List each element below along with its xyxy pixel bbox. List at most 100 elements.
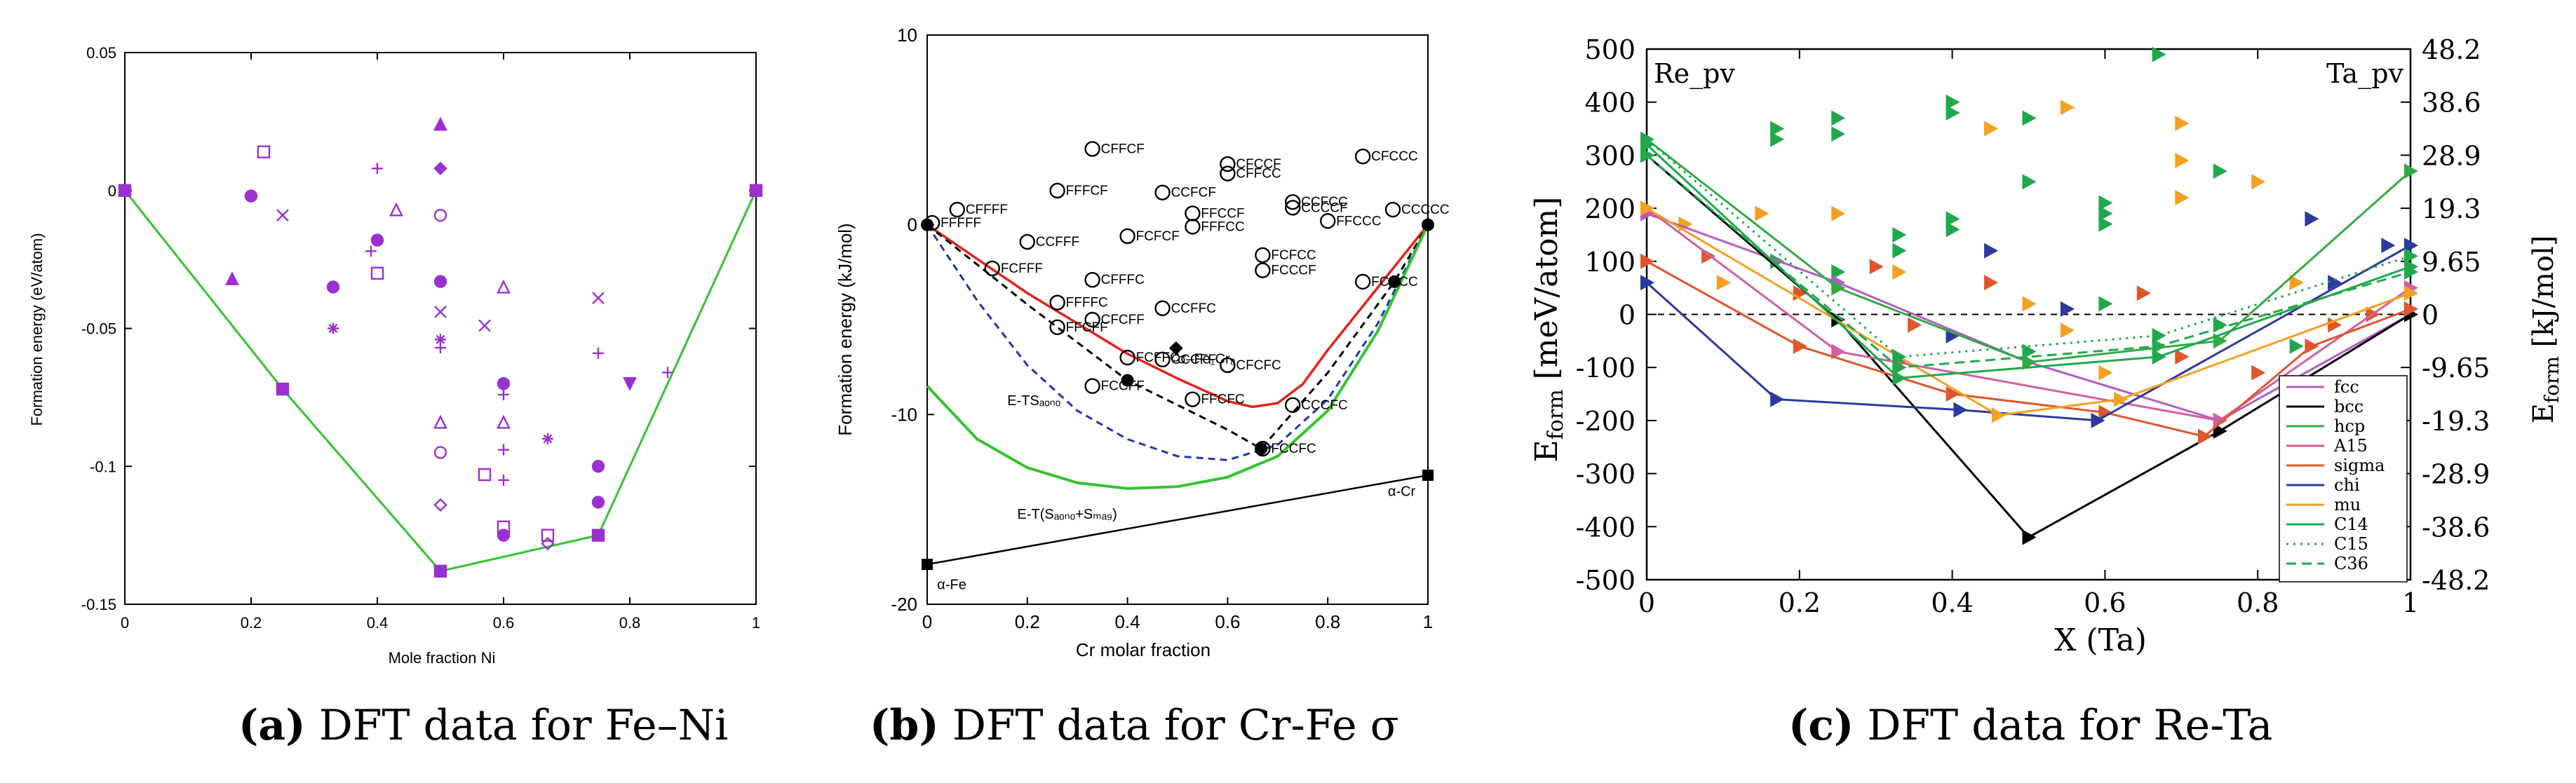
x-tick-label: 0.8 — [1315, 611, 1340, 632]
data-point — [2251, 365, 2266, 381]
data-point — [478, 468, 492, 482]
data-point — [591, 460, 605, 473]
legend-label: chi — [2334, 475, 2360, 495]
point-label: FCFCF — [1136, 229, 1180, 244]
data-point — [1831, 264, 1846, 280]
point-label: FFCCC — [1336, 214, 1381, 229]
y-tick-label: -20 — [891, 594, 917, 615]
data-point — [1640, 253, 1654, 269]
data-point — [1255, 247, 1271, 264]
x-tick-label: 0.8 — [2237, 587, 2279, 618]
corner-label-right: Ta_pv — [2326, 58, 2403, 90]
data-point — [2404, 248, 2418, 264]
y-axis-label: Formation energy (eV/atom) — [28, 233, 46, 425]
point-label: FFFFC — [1066, 296, 1108, 311]
curve-label: σ–Fe₁Cr₈ — [1178, 351, 1236, 367]
point-label: FFFCC — [1201, 219, 1244, 234]
data-point — [591, 496, 605, 509]
point-label: CCFFF — [1036, 235, 1079, 250]
point-label: CFCCC — [1371, 149, 1418, 164]
data-point — [1831, 343, 1846, 360]
data-point — [1154, 300, 1171, 316]
y-tick-label: -10 — [891, 404, 917, 425]
data-point — [1831, 312, 1846, 328]
y2-tick-label: 38.6 — [2422, 88, 2481, 118]
data-point — [1770, 131, 1785, 147]
point-label: FCCCF — [1271, 264, 1316, 278]
caption-text: DFT data for Fe–Ni — [318, 701, 729, 750]
series-line-A15 — [1646, 207, 2411, 422]
data-point — [2404, 163, 2418, 179]
y-axis-label: Formation energy (kJ/mol) — [835, 223, 856, 435]
data-point — [1640, 200, 1654, 217]
data-point — [244, 189, 258, 203]
data-point — [949, 201, 966, 218]
legend-box — [2279, 375, 2408, 583]
data-point — [2022, 174, 2037, 190]
data-point — [2060, 301, 2075, 317]
data-point — [2289, 275, 2304, 291]
y-tick-label: -500 — [1576, 565, 1636, 596]
data-point — [593, 347, 604, 359]
caption-text: DFT data for Cr-Fe σ — [952, 701, 1399, 750]
data-point — [924, 215, 940, 231]
x-tick-label: 0.4 — [1931, 587, 1973, 618]
point-label: FFFCF — [1066, 184, 1108, 198]
data-point — [1185, 219, 1201, 235]
data-point — [497, 279, 511, 294]
point-label: FFFFF — [940, 216, 981, 231]
data-point — [276, 209, 289, 222]
point-label: FFCCF — [1201, 206, 1244, 221]
data-point — [1640, 147, 1654, 163]
data-point — [1793, 338, 1807, 354]
data-point — [1185, 391, 1201, 407]
x-tick-label: 0.4 — [367, 614, 389, 632]
data-point — [433, 414, 447, 429]
legend-label: bcc — [2334, 397, 2363, 416]
data-point — [1049, 182, 1065, 199]
y-tick-label: -0.15 — [81, 596, 116, 613]
data-point — [2213, 163, 2227, 179]
data-point — [433, 116, 447, 131]
legend-label: sigma — [2334, 456, 2385, 475]
data-point — [2152, 338, 2166, 354]
data-point — [592, 292, 605, 305]
caption-b: (b) DFT data for Cr-Fe σ — [870, 701, 1399, 750]
y2-tick-label: 0 — [2422, 300, 2439, 331]
data-point — [2404, 238, 2418, 254]
data-point — [497, 529, 511, 542]
data-point — [1320, 213, 1336, 229]
caption-c: (c) DFT data for Re-Ta — [1788, 701, 2272, 750]
data-point — [2091, 412, 2105, 428]
data-point — [1946, 211, 1960, 227]
data-point — [1946, 94, 1960, 110]
data-point — [433, 446, 447, 459]
data-point — [118, 184, 132, 197]
y2-tick-label: -9.65 — [2422, 353, 2490, 383]
data-point — [326, 280, 340, 294]
data-point — [1255, 440, 1271, 457]
data-point — [435, 342, 446, 354]
point-label: CCFCF — [1171, 186, 1216, 200]
y-tick-label: 0 — [1619, 300, 1636, 331]
data-point — [1831, 280, 1846, 296]
data-point — [1770, 391, 1785, 407]
curve-red — [926, 224, 1429, 409]
data-point — [541, 536, 555, 551]
point-label: CCCFF — [1171, 353, 1216, 367]
panel-b: 10 0 -10 -20 0 0.2 0.4 0.6 0.8 1 CFFFF FFFFF CCFFF FC… — [821, 0, 1452, 783]
y-tick-label: 500 — [1584, 34, 1636, 65]
y-tick-label: -300 — [1576, 459, 1636, 490]
curve-label: E-TSₐₒₙₒ — [1007, 393, 1060, 409]
y2-tick-label: -28.9 — [2422, 459, 2490, 490]
y-tick-label: 300 — [1584, 140, 1636, 171]
data-point — [921, 218, 933, 231]
data-point — [2114, 391, 2129, 407]
legend-label: A15 — [2333, 436, 2368, 456]
x-tick-label: 1 — [752, 614, 760, 632]
data-point — [1831, 126, 1846, 142]
data-point — [2098, 216, 2113, 232]
point-label: CCFFC — [1171, 301, 1216, 316]
data-point — [1154, 184, 1171, 200]
data-point — [1892, 360, 1907, 376]
